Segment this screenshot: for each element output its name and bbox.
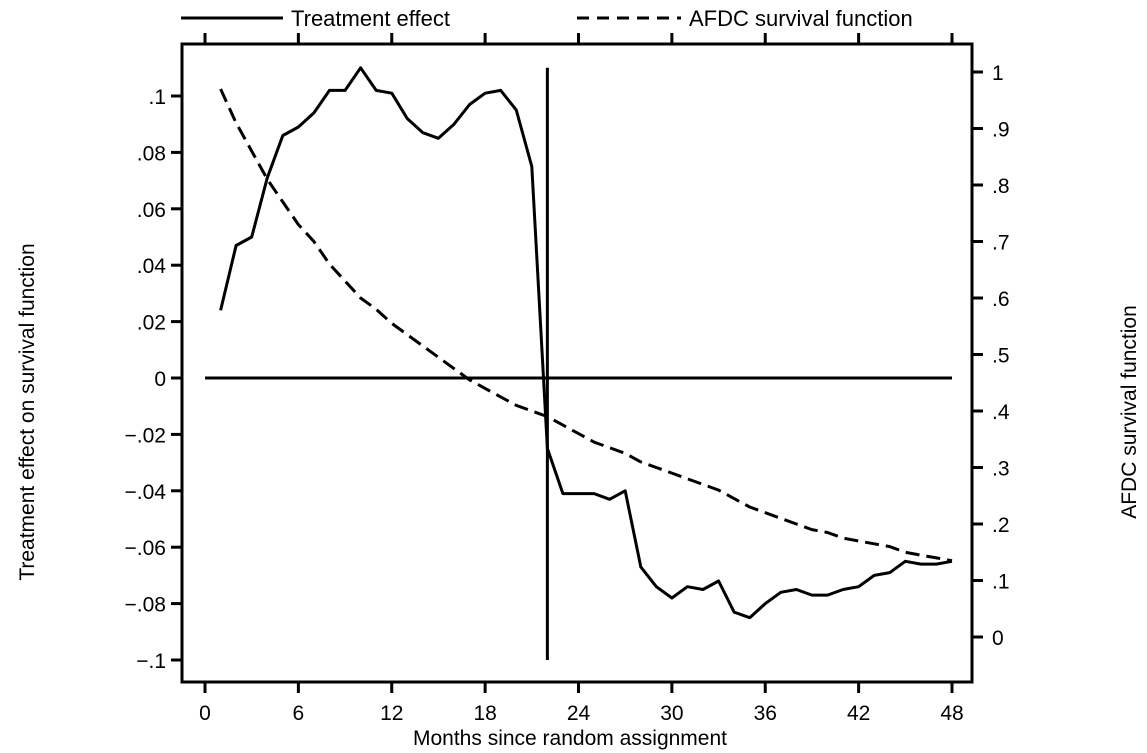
x-tick-label: 36: [754, 702, 777, 725]
x-tick-label: 24: [567, 702, 591, 725]
y-tick-label-left: .06: [137, 199, 166, 222]
y-tick-label-right: .6: [992, 288, 1010, 311]
reference-lines: [205, 67, 952, 660]
y-tick-label-right: .7: [992, 232, 1010, 255]
legend-label-treatment-effect: Treatment effect: [291, 6, 450, 31]
x-axis: 0 6 12 18 24 30 36 42 48: [199, 33, 964, 725]
y-tick-label-left: .02: [137, 312, 166, 335]
y-tick-label-right: .8: [992, 175, 1010, 198]
x-axis-title: Months since random assignment: [413, 727, 727, 750]
y-tick-label-right: 0: [992, 627, 1004, 650]
legend: Treatment effect AFDC survival function: [181, 6, 913, 31]
y-tick-label-right: .9: [992, 119, 1010, 142]
y-tick-label-right: .1: [992, 571, 1010, 594]
x-tick-label: 12: [380, 702, 403, 725]
legend-label-afdc-survival-function: AFDC survival function: [689, 6, 913, 31]
y-tick-label-left: −.02: [125, 424, 166, 447]
y-tick-label-right: .4: [992, 401, 1010, 424]
y-tick-label-left: .04: [137, 255, 167, 278]
x-tick-label: 48: [940, 702, 963, 725]
y-tick-label-right: .5: [992, 345, 1010, 368]
y-tick-label-left: −.06: [125, 537, 166, 560]
x-tick-label: 6: [293, 702, 305, 725]
y-tick-label-left: .08: [137, 142, 166, 165]
y-axis-title-right: AFDC survival function: [1118, 305, 1141, 519]
y-axis-title-left: Treatment effect on survival function: [16, 243, 39, 580]
y-tick-label-right: 1: [992, 62, 1004, 85]
x-tick-label: 0: [199, 702, 211, 725]
y-tick-label-right: .2: [992, 514, 1010, 537]
y-tick-label-left: 0: [154, 368, 166, 391]
y-axis-left: −.1 −.08 −.06 −.04 −.02 0 .02 .04 .06 .08 .1: [125, 86, 182, 673]
y-tick-label-left: −.08: [125, 594, 166, 617]
series-lines: [219, 66, 953, 620]
y-tick-label-left: .1: [148, 86, 166, 109]
y-tick-label-right: .3: [992, 458, 1010, 481]
series-line-treatment-effect: [219, 66, 953, 620]
x-tick-label: 42: [847, 702, 870, 725]
y-axis-right: 0 .1 .2 .3 .4 .5 .6 .7 .8 .9 1: [972, 62, 1010, 650]
x-tick-label: 18: [473, 702, 496, 725]
y-tick-label-left: −.1: [136, 650, 166, 673]
series-line-afdc-survival-function: [219, 88, 953, 563]
x-tick-label: 30: [660, 702, 683, 725]
y-tick-label-left: −.04: [125, 481, 167, 504]
